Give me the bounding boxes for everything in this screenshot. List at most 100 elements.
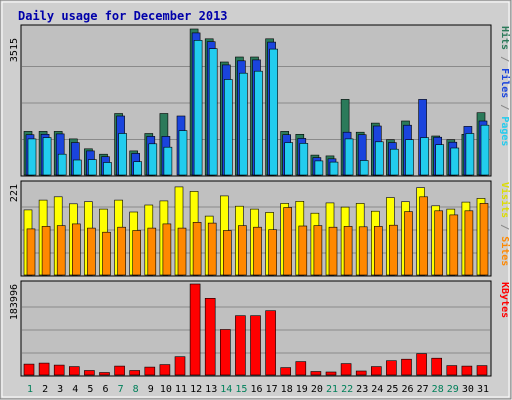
kbytes-bar-kbytes-day-5 [84, 370, 95, 376]
hits-bar-pages-day-1 [27, 138, 37, 176]
visits-bar-sites-day-1 [26, 228, 36, 276]
x-tick-label-day-3: 3 [57, 384, 63, 395]
hits-bar-pages-day-10 [163, 146, 173, 176]
hits-legend-part: / [499, 50, 510, 68]
kbytes-legend-part: KBytes [499, 282, 510, 318]
hits-bar-pages-day-2 [42, 137, 52, 176]
visits-bar-sites-day-13 [207, 222, 217, 276]
visits-bar-sites-day-2 [41, 226, 51, 276]
kbytes-legend-label: KBytes [499, 282, 510, 318]
hits-bar-pages-day-15 [239, 72, 248, 176]
kbytes-bar-kbytes-day-8 [129, 370, 140, 376]
hits-bar-pages-day-29 [450, 147, 460, 176]
x-tick-label-day-28: 28 [432, 384, 444, 395]
visits-bar-sites-day-16 [253, 226, 262, 276]
kbytes-bar-kbytes-day-25 [386, 360, 397, 376]
x-tick-label-day-17: 17 [266, 384, 278, 395]
hits-legend-label: Hits / Files / Pages [499, 26, 511, 146]
visits-bar-sites-day-30 [464, 210, 474, 276]
visits-bar-sites-day-27 [419, 196, 428, 276]
x-tick-label-day-31: 31 [477, 384, 489, 395]
x-tick-label-day-15: 15 [235, 384, 247, 395]
visits-bar-sites-day-11 [177, 227, 187, 276]
visits-bar-sites-day-31 [479, 203, 489, 276]
bars [23, 28, 490, 376]
hits-ymax-label: 3515 [9, 38, 20, 62]
hits-bar-pages-day-22 [344, 138, 354, 176]
visits-bar-sites-day-3 [56, 225, 66, 276]
kbytes-bar-kbytes-day-26 [401, 358, 412, 376]
visits-ymax-label: 221 [9, 184, 20, 202]
hits-bar-pages-day-27 [420, 137, 429, 176]
x-tick-label-day-20: 20 [311, 384, 323, 395]
x-tick-label-day-16: 16 [250, 384, 262, 395]
x-tick-label-day-10: 10 [160, 384, 172, 395]
visits-bar-sites-day-25 [389, 224, 398, 276]
visits-bar-sites-day-28 [434, 210, 444, 276]
x-tick-label-day-6: 6 [102, 384, 108, 395]
visits-legend-label: Visits / Sites [499, 182, 511, 266]
hits-legend-part: Files [499, 68, 511, 98]
chart-title: Daily usage for December 2013 [18, 9, 228, 23]
visits-bar-sites-day-22 [343, 226, 353, 276]
x-tick-label-day-25: 25 [386, 384, 398, 395]
x-tick-label-day-14: 14 [220, 384, 232, 395]
x-tick-label-day-23: 23 [356, 384, 368, 395]
visits-bar-sites-day-26 [404, 211, 413, 276]
x-tick-label-day-4: 4 [72, 384, 78, 395]
visits-bar-sites-day-21 [328, 226, 338, 276]
x-tick-label-day-7: 7 [118, 384, 124, 395]
kbytes-bar-kbytes-day-13 [204, 297, 216, 376]
hits-bar-pages-day-23 [359, 160, 369, 176]
visits-bar-sites-day-19 [298, 225, 308, 276]
kbytes-bar-kbytes-day-27 [416, 353, 427, 376]
kbytes-bar-kbytes-day-22 [340, 363, 352, 376]
hits-legend-part: Hits [499, 26, 511, 50]
x-tick-label-day-12: 12 [190, 384, 202, 395]
visits-bar-sites-day-8 [132, 230, 141, 276]
kbytes-bar-kbytes-day-3 [53, 364, 65, 376]
kbytes-bar-kbytes-day-11 [174, 356, 186, 376]
hits-bar-pages-day-26 [405, 139, 414, 176]
hits-bar-pages-day-25 [390, 148, 399, 176]
kbytes-bar-kbytes-day-24 [370, 366, 382, 376]
x-tick-label-day-29: 29 [447, 384, 459, 395]
kbytes-ymax-label: 183996 [9, 284, 20, 320]
hits-bar-pages-day-4 [73, 159, 82, 176]
x-tick-label-day-11: 11 [175, 384, 187, 395]
kbytes-bar-kbytes-day-17 [265, 310, 276, 376]
hits-bar-pages-day-18 [284, 142, 294, 176]
hits-bar-pages-day-14 [224, 79, 233, 176]
x-tick-label-day-5: 5 [87, 384, 93, 395]
kbytes-bar-kbytes-day-2 [38, 362, 50, 376]
hits-bar-pages-day-31 [480, 124, 490, 176]
kbytes-bar-kbytes-day-30 [461, 365, 473, 376]
kbytes-bar-kbytes-day-12 [189, 283, 201, 376]
x-tick-label-day-13: 13 [205, 384, 217, 395]
x-tick-label-day-18: 18 [281, 384, 293, 395]
hits-bar-pages-day-13 [208, 48, 218, 176]
visits-bar-sites-day-18 [283, 207, 293, 276]
kbytes-bar-kbytes-day-1 [23, 363, 35, 376]
visits-bar-sites-day-23 [358, 226, 368, 276]
visits-bar-sites-day-12 [192, 222, 202, 276]
hits-bar-pages-day-28 [435, 144, 445, 176]
kbytes-bar-kbytes-day-14 [220, 329, 231, 376]
visits-bar-sites-day-9 [147, 227, 157, 276]
visits-bar-sites-day-14 [223, 230, 232, 276]
x-tick-label-day-8: 8 [133, 384, 139, 395]
kbytes-bar-kbytes-day-4 [69, 366, 80, 376]
hits-bar-pages-day-8 [133, 161, 142, 176]
x-tick-label-day-1: 1 [27, 384, 33, 395]
hits-bar-pages-day-12 [193, 40, 203, 176]
x-tick-label-day-9: 9 [148, 384, 154, 395]
visits-legend-part: Visits [499, 182, 511, 218]
kbytes-bar-kbytes-day-20 [310, 371, 322, 376]
kbytes-bar-kbytes-day-15 [235, 315, 246, 376]
hits-bar-pages-day-6 [103, 162, 112, 176]
visits-bar-sites-day-10 [162, 223, 172, 276]
kbytes-bar-kbytes-day-9 [144, 366, 156, 376]
